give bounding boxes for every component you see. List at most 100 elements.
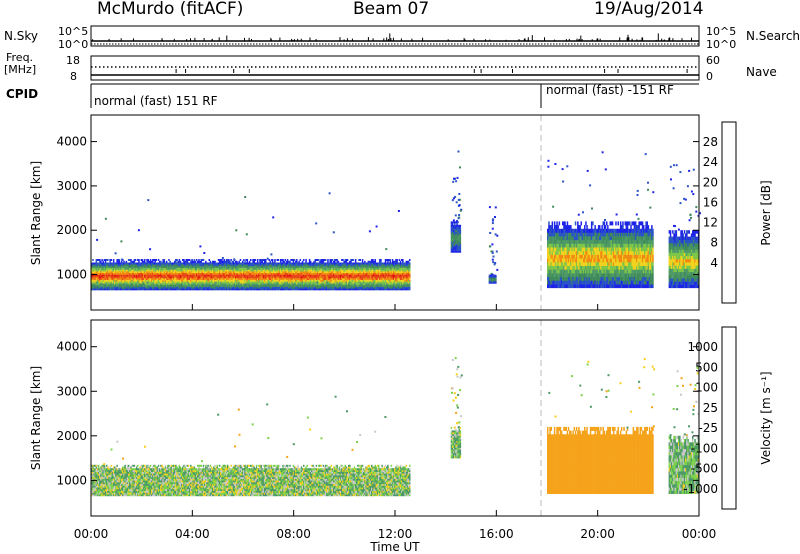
echo-cell <box>348 276 350 279</box>
echo-cell <box>224 272 227 275</box>
echo-cell <box>162 267 164 270</box>
echo-cell <box>261 269 263 272</box>
echo-cell <box>139 274 141 277</box>
echo-cell <box>298 271 300 274</box>
echo-cell <box>197 265 199 268</box>
echo-cell <box>316 267 319 270</box>
echo-cell <box>156 267 159 270</box>
echo-cell <box>254 272 257 275</box>
echo-cell <box>374 260 376 263</box>
echo-cell <box>267 269 269 272</box>
echo-cell <box>200 260 202 263</box>
echo-cell <box>451 224 454 227</box>
echo-cell <box>129 267 131 270</box>
echo-cell <box>280 278 282 280</box>
echo-cell <box>191 265 193 268</box>
echo-cell <box>213 288 215 291</box>
echo-cell <box>172 264 175 267</box>
echo-cell <box>382 272 384 275</box>
echo-cell <box>99 269 101 272</box>
echo-cell <box>115 269 117 272</box>
echo-cell <box>101 274 103 277</box>
echo-cell <box>327 264 329 267</box>
echo-cell <box>376 265 379 268</box>
echo-cell <box>360 271 363 274</box>
echo-cell <box>176 262 178 265</box>
echo-cell <box>138 286 140 289</box>
echo-cell <box>209 264 212 267</box>
echo-cell <box>111 288 114 291</box>
echo-cell <box>255 264 258 267</box>
echo-cell <box>190 279 192 282</box>
echo-cell <box>183 269 185 272</box>
echo-cell <box>275 276 277 279</box>
echo-cell <box>194 269 197 272</box>
echo-cell <box>160 272 162 275</box>
echo-cell <box>364 274 366 277</box>
echo-cell <box>144 271 146 274</box>
echo-cell <box>165 260 168 263</box>
echo-cell <box>342 262 344 265</box>
echo-cell <box>339 272 342 275</box>
echo-cell <box>163 265 166 268</box>
echo-cell <box>104 283 107 286</box>
echo-cell <box>169 276 171 279</box>
echo-cell <box>401 284 403 287</box>
echo-cell <box>96 281 99 284</box>
echo-cell <box>358 286 360 289</box>
echo-cell <box>398 276 401 279</box>
echo-cell <box>95 283 98 286</box>
echo-cell <box>150 269 153 272</box>
echo-cell <box>345 260 348 263</box>
echo-cell <box>392 269 395 272</box>
echo-cell <box>140 262 143 265</box>
echo-cell <box>185 265 187 268</box>
echo-cell <box>286 281 289 284</box>
echo-cell <box>374 262 376 265</box>
echo-cell <box>345 286 348 289</box>
echo-cell <box>305 271 307 274</box>
echo-cell <box>397 286 399 289</box>
echo-cell <box>395 272 397 275</box>
echo-cell <box>236 284 238 287</box>
echo-cell <box>321 288 323 291</box>
echo-cell <box>169 284 171 287</box>
echo-cell <box>246 278 249 280</box>
echo-cell <box>326 281 328 284</box>
echo-cell <box>380 288 382 291</box>
echo-cell <box>292 264 295 267</box>
echo-cell <box>404 288 406 291</box>
echo-cell <box>290 288 292 291</box>
echo-cell <box>349 271 351 274</box>
echo-cell <box>95 276 98 279</box>
echo-cell <box>327 276 329 279</box>
echo-cell <box>274 264 276 267</box>
echo-cell <box>122 276 124 279</box>
echo-cell <box>275 271 277 274</box>
echo-cell <box>453 236 455 239</box>
echo-cell <box>140 281 143 284</box>
echo-cell <box>309 265 312 268</box>
echo-cell <box>267 279 269 282</box>
echo-cell <box>372 281 374 284</box>
echo-cell <box>101 265 103 268</box>
echo-cell <box>159 278 161 280</box>
echo-cell <box>240 269 243 272</box>
echo-cell <box>328 281 330 284</box>
echo-cell <box>457 230 459 232</box>
echo-cell <box>172 269 175 272</box>
echo-cell <box>149 260 152 263</box>
echo-cell <box>205 288 207 291</box>
echo-cell <box>178 269 181 272</box>
echo-cell <box>114 271 116 274</box>
echo-cell <box>458 242 460 244</box>
echo-cell <box>230 267 232 270</box>
echo-cell <box>342 267 344 270</box>
echo-cell <box>100 276 102 279</box>
echo-cell <box>298 284 300 287</box>
echo-cell <box>227 262 229 265</box>
echo-cell <box>314 276 317 279</box>
echo-cell <box>318 288 320 291</box>
echo-cell <box>206 274 208 277</box>
echo-cell <box>353 286 356 289</box>
